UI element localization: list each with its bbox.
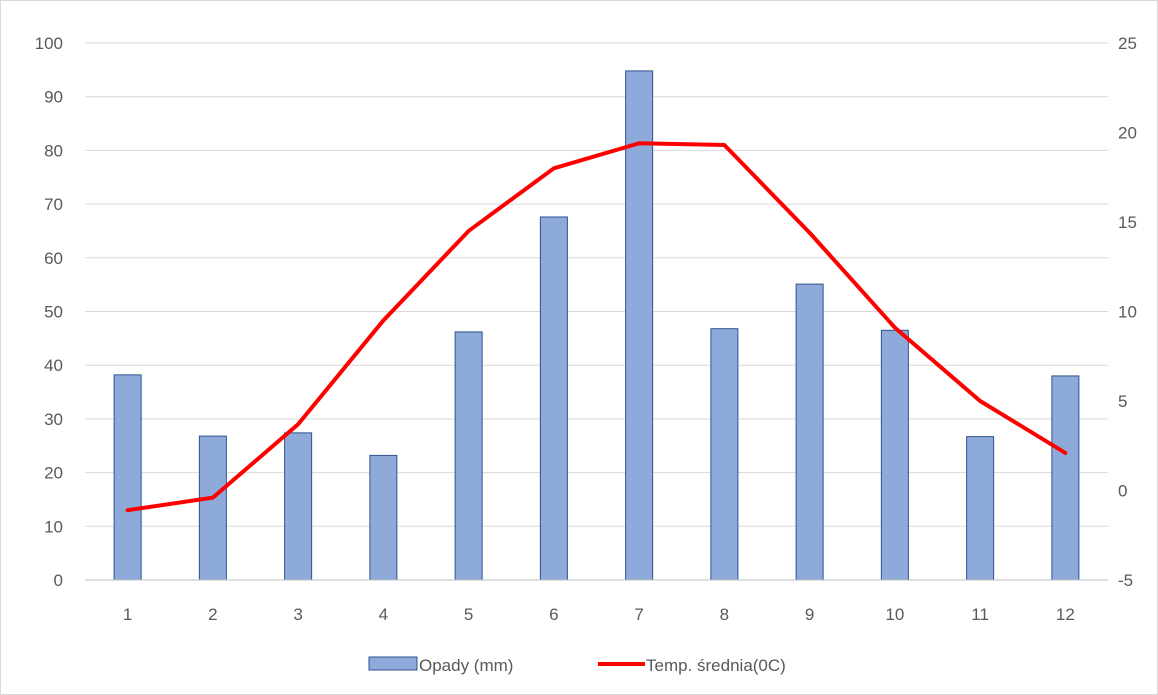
bar-opady (710, 328, 739, 581)
legend-label-opady: Opady (mm) (419, 656, 513, 675)
y-left-tick-label: 80 (44, 141, 63, 160)
y-left-tick-label: 50 (44, 303, 63, 322)
bar-opady (795, 283, 824, 581)
bar-opady (1051, 375, 1080, 581)
x-tick-label: 7 (634, 605, 643, 624)
x-tick-label: 1 (123, 605, 132, 624)
y-right-tick-label: 5 (1118, 392, 1127, 411)
y-left-tick-label: 60 (44, 249, 63, 268)
legend: Opady (mm) Temp. średnia(0C) (368, 656, 786, 675)
legend-swatch-opady (368, 656, 418, 671)
y-right-tick-label: 0 (1118, 482, 1127, 501)
line-temp (125, 141, 1068, 513)
bar-opady (198, 435, 227, 581)
y-left-tick-label: 30 (44, 410, 63, 429)
y-right-tick-label: 10 (1118, 303, 1137, 322)
x-tick-label: 2 (208, 605, 217, 624)
bar-opady (369, 454, 398, 581)
line-series-temp (125, 141, 1068, 513)
x-tick-label: 3 (293, 605, 302, 624)
y-right-tick-label: 20 (1118, 124, 1137, 143)
bar-opady (539, 216, 568, 581)
y-left-tick-label: 70 (44, 195, 63, 214)
x-tick-label: 8 (720, 605, 729, 624)
y-left-tick-label: 90 (44, 88, 63, 107)
x-tick-label: 11 (971, 605, 989, 624)
y-right-tick-label: -5 (1118, 571, 1133, 590)
bar-opady (113, 374, 142, 581)
x-tick-label: 4 (379, 605, 388, 624)
bar-opady (454, 331, 483, 581)
legend-label-temp: Temp. średnia(0C) (646, 656, 786, 675)
y-left-tick-label: 0 (54, 571, 63, 590)
y-left-tick-label: 20 (44, 464, 63, 483)
bar-series-opady (113, 70, 1080, 581)
bar-opady (625, 70, 654, 581)
y-right-tick-label: 25 (1118, 34, 1137, 53)
y-left-tick-label: 100 (35, 34, 63, 53)
x-tick-label: 10 (885, 605, 904, 624)
x-tick-label: 6 (549, 605, 558, 624)
x-tick-label: 9 (805, 605, 814, 624)
gridlines (85, 42, 1108, 581)
y-left-tick-label: 40 (44, 356, 63, 375)
y-left-tick-label: 10 (44, 517, 63, 536)
bar-opady (966, 436, 995, 581)
y-right-tick-label: 15 (1118, 213, 1137, 232)
x-tick-label: 12 (1056, 605, 1075, 624)
x-tick-label: 5 (464, 605, 473, 624)
bar-opady (880, 329, 909, 581)
bar-opady (284, 432, 313, 581)
